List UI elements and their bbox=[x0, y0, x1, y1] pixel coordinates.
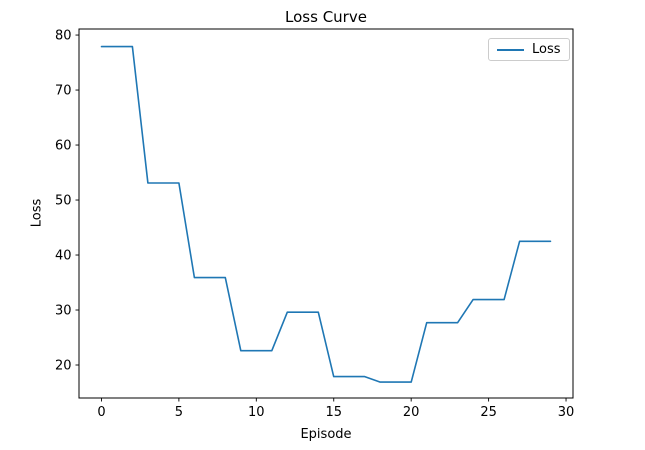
y-axis-label: Loss bbox=[29, 198, 45, 228]
loss-line bbox=[100, 45, 552, 383]
legend-line-icon bbox=[497, 48, 524, 51]
x-axis-label: Episode bbox=[300, 427, 352, 442]
legend: Loss bbox=[488, 38, 570, 61]
axes-frame bbox=[78, 28, 574, 399]
x-tick-label: 15 bbox=[325, 405, 342, 420]
x-tick-label: 25 bbox=[480, 405, 497, 420]
x-tick-label: 0 bbox=[97, 405, 105, 420]
y-tick-label: 60 bbox=[55, 139, 72, 154]
x-tick-label: 20 bbox=[403, 405, 420, 420]
y-tick-label: 30 bbox=[55, 304, 72, 319]
y-tick-label: 50 bbox=[55, 194, 72, 209]
x-tick-label: 10 bbox=[248, 405, 265, 420]
y-tick-label: 80 bbox=[55, 29, 72, 44]
x-tick-label: 30 bbox=[558, 405, 575, 420]
x-tick-label: 5 bbox=[175, 405, 183, 420]
y-tick-label: 40 bbox=[55, 249, 72, 264]
y-tick-label: 20 bbox=[55, 359, 72, 374]
legend-label: Loss bbox=[532, 42, 561, 57]
y-tick-label: 70 bbox=[55, 84, 72, 99]
chart-title: Loss Curve bbox=[285, 8, 367, 26]
